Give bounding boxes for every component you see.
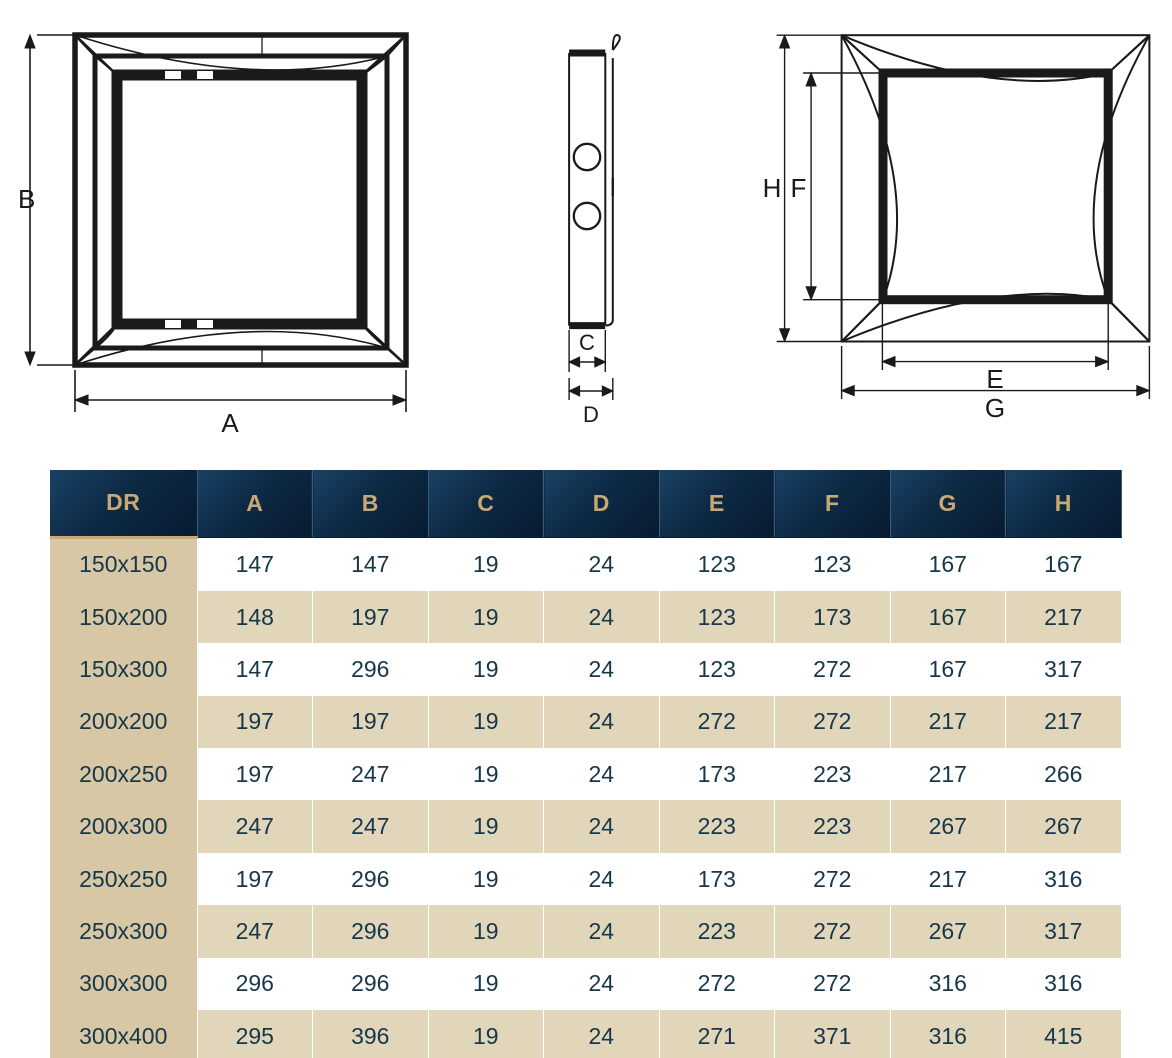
svg-text:G: G: [985, 393, 1005, 423]
svg-text:A: A: [221, 408, 239, 438]
svg-text:D: D: [583, 402, 599, 427]
svg-text:C: C: [579, 330, 595, 355]
svg-text:B: B: [18, 184, 35, 214]
svg-text:E: E: [986, 364, 1003, 394]
svg-text:H: H: [763, 173, 782, 203]
svg-text:F: F: [791, 173, 807, 203]
